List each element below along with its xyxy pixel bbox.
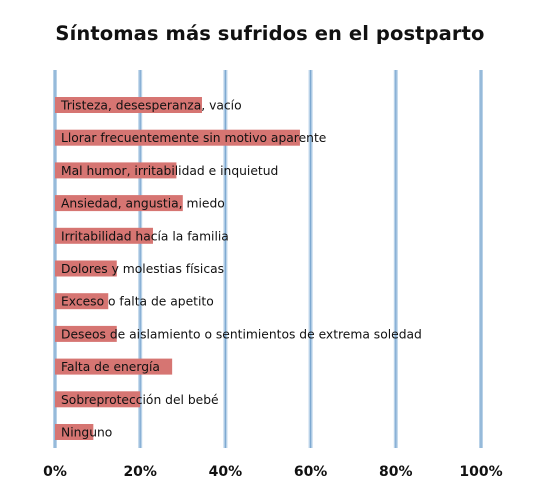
gridline-core-60 [310, 70, 312, 448]
bar-label: Mal humor, irritabilidad e inquietud [61, 164, 278, 178]
gridline-core-20 [139, 70, 141, 448]
bar [55, 391, 141, 408]
bar [55, 227, 153, 244]
bar [55, 358, 173, 375]
bar [55, 162, 177, 179]
bar [55, 424, 94, 440]
bar [55, 97, 202, 113]
bar-label: Exceso o falta de apetito [61, 295, 214, 309]
bar-label: Falta de energía [61, 360, 160, 374]
x-tick-label: 100% [459, 464, 502, 480]
bar-label: Dolores y molestias físicas [61, 262, 224, 276]
bar-label: Deseos de aislamiento o sentimientos de … [61, 327, 422, 341]
bar-label: Llorar frecuentemente sin motivo aparent… [61, 131, 326, 145]
bar [55, 325, 117, 342]
grid-lines [53, 70, 483, 448]
x-axis-ticks: 0% 20% 40% 60% 80% 100% [43, 464, 503, 480]
bars [55, 97, 300, 440]
gridline-core-100 [480, 70, 482, 448]
x-tick-label: 20% [123, 464, 157, 480]
gridline-core-0 [54, 70, 56, 448]
x-tick-label: 0% [43, 464, 67, 480]
bar [55, 129, 300, 146]
x-tick-label: 60% [294, 464, 328, 480]
bar [55, 195, 183, 212]
bar-labels: Tristeza, desesperanza, vacío Llorar frec… [60, 99, 422, 440]
bar [55, 260, 117, 277]
gridline-core-40 [224, 70, 226, 448]
bar-label: Irritabilidad hacía la familia [61, 229, 229, 243]
bar-label: Ansiedad, angustia, miedo [61, 197, 225, 211]
bar-label: Sobreprotección del bebé [61, 393, 219, 407]
bar [55, 293, 109, 310]
chart-title: Síntomas más sufridos en el postparto [55, 22, 485, 45]
x-tick-label: 40% [209, 464, 243, 480]
x-tick-label: 80% [379, 464, 413, 480]
gridline-core-80 [395, 70, 397, 448]
bar-label: Tristeza, desesperanza, vacío [60, 99, 242, 113]
bar-label: Ninguno [61, 426, 112, 440]
